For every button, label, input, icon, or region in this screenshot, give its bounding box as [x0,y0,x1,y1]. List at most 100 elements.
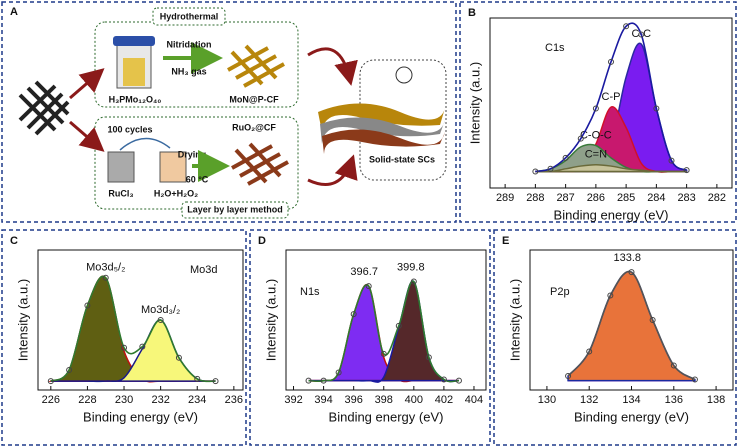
x-tick-label: 232 [151,394,169,406]
data-point [532,168,539,175]
x-tick-label: 398 [375,394,393,406]
x-tick-label: 234 [188,394,206,406]
arrow [69,120,105,152]
device [318,103,445,154]
panel-letter: B [468,7,476,19]
panel-border [1,1,457,223]
data-point [194,375,201,382]
x-tick-label: 283 [677,192,695,204]
cycle-arrow [119,137,171,151]
x-tick-label: 236 [225,394,243,406]
arrow [307,47,358,86]
data-point [410,278,417,285]
device-label: Solid-state SCs [369,154,435,164]
data-point [455,377,462,384]
x-tick-label: 392 [284,394,302,406]
data-point [608,58,614,65]
data-point [653,105,660,112]
data-point [683,167,690,174]
data-point [628,269,635,276]
annotation: N1s [300,286,320,298]
peak-name: C-O-C [580,129,612,141]
x-tick-label: 289 [496,192,514,204]
panel-a: A Hydrothermal Nitridation NH₃ gas H₃PMo… [1,1,457,223]
envelope [567,270,696,381]
panel-letter: E [502,235,509,247]
precursor: H₃PMo₁₂O₄₀ [109,94,162,104]
plot-frame [37,249,244,391]
panel-letter: C [10,235,18,247]
data-point [562,154,569,161]
peak-area [308,283,459,383]
annotation: P2p [550,286,570,298]
data-point [212,378,219,385]
x-tick-label: 282 [708,192,726,204]
data-point [380,350,387,357]
x-tick-label: 130 [538,394,556,406]
peak-name: C-P [602,91,621,103]
data-point [84,302,91,309]
annotation: Mo3d [190,264,218,276]
envelope [50,275,216,383]
x-tick-label: 288 [526,192,544,204]
x-axis-label: Binding energy (eV) [83,409,198,424]
panel-letter: D [258,235,266,247]
annotation: C1s [545,42,565,54]
peak-label: 396.7 [350,266,378,278]
data-point [668,157,675,164]
x-tick-label: 226 [42,394,60,406]
data-point [592,105,599,112]
data-point [425,354,432,361]
beaker-label: RuCl₃ [108,188,133,198]
peak-label: 399.8 [397,261,425,273]
label-box [181,201,289,219]
product: RuO₂@CF [232,122,276,132]
x-tick-label: 284 [647,192,665,204]
envelope [535,22,688,173]
x-tick-label: 285 [617,192,635,204]
data-point [139,343,146,350]
x-tick-label: 404 [465,394,483,406]
y-axis-label: Intensity (a.u.) [263,279,278,361]
data-point [350,311,357,318]
data-point [607,292,614,299]
x-tick-label: 287 [556,192,574,204]
mesh-ruo2 [231,142,289,186]
x-axis-label: Binding energy (eV) [329,409,444,424]
data-point [47,378,54,385]
peak-name: Mo3d₅/₂ [86,262,125,274]
data-point [365,283,372,290]
data-point [305,377,312,384]
x-tick-label: 132 [580,394,598,406]
x-tick-label: 138 [707,394,725,406]
mesh [18,80,70,136]
y-axis-label: Intensity (a.u.) [467,62,482,144]
envelope [308,280,459,383]
step-label: 60 °C [186,174,209,184]
peak-name: Mo3d₃/₂ [141,304,180,316]
method: Layer by layer method [187,204,283,214]
step-label: NH₃ gas [171,66,206,76]
data-point [335,369,342,376]
data-point [670,362,677,369]
data-point [623,23,630,30]
device-box [359,59,447,181]
data-point [577,135,584,142]
panel-border [249,229,491,446]
panel-border [493,229,737,446]
step-label: Nitridation [167,39,212,49]
label-box [152,7,226,26]
beaker [107,151,135,183]
x-tick-label: 402 [435,394,453,406]
y-axis-label: Intensity (a.u.) [15,279,30,361]
plot-frame [489,17,733,189]
data-point [66,367,73,373]
data-point [440,376,447,383]
x-tick-label: 228 [78,394,96,406]
beaker-label: H₂O+H₂O₂ [154,188,198,198]
x-tick-label: 394 [314,394,332,406]
data-point [649,317,656,323]
x-tick-label: 286 [587,192,605,204]
cycles: 100 cycles [107,124,152,134]
